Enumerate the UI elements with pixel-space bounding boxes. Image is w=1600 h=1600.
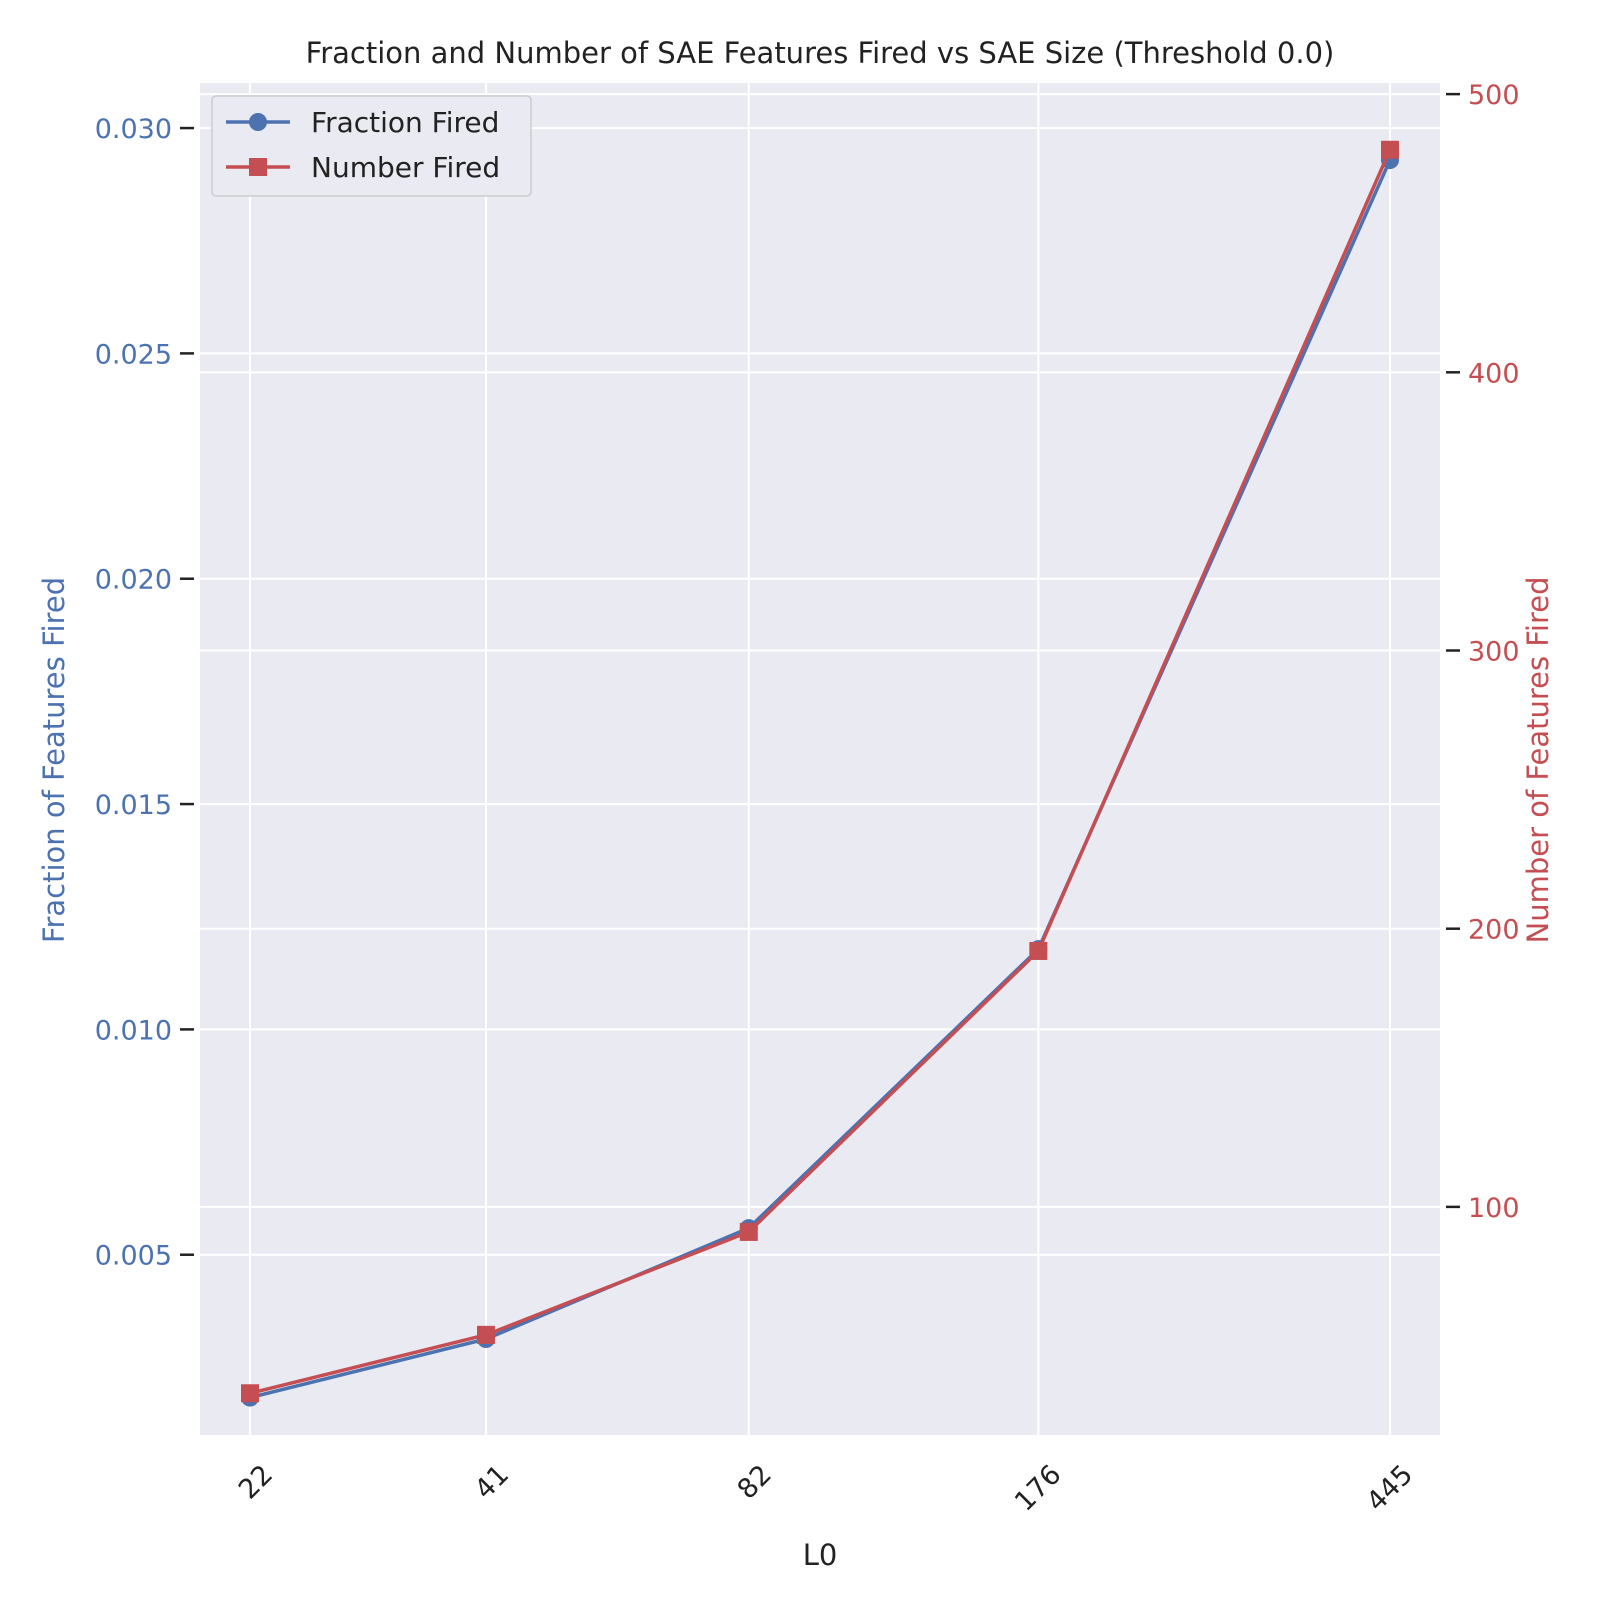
legend-entry: Number Fired	[226, 151, 500, 184]
data-point-square	[1381, 140, 1399, 159]
legend-label: Number Fired	[311, 151, 500, 184]
series-layer	[241, 140, 1399, 1407]
x-tick-label: 82	[732, 1459, 778, 1505]
data-point-square	[1029, 941, 1048, 960]
data-point-square	[241, 1384, 259, 1403]
data-point-square	[477, 1325, 496, 1344]
chart-title: Fraction and Number of SAE Features Fire…	[306, 36, 1335, 70]
right-tick-label: 500	[1468, 80, 1520, 111]
left-tick-label: 0.020	[95, 565, 172, 596]
x-tick-label: 176	[1009, 1459, 1067, 1517]
left-tick-label: 0.030	[95, 114, 172, 145]
right-axis-label: Number of Features Fired	[1521, 577, 1555, 944]
legend-entry: Fraction Fired	[226, 106, 499, 139]
plot-background	[200, 83, 1440, 1435]
legend-marker-square	[249, 158, 267, 176]
series-number-fired	[241, 140, 1399, 1403]
legend: Fraction Fired Number Fired	[211, 95, 532, 197]
x-gridlines	[249, 83, 1391, 1435]
left-tick-label: 0.010	[95, 1015, 172, 1046]
left-tick-label: 0.015	[95, 790, 172, 821]
x-tick-label: 41	[469, 1459, 515, 1505]
left-axis: 0.005 0.010 0.015 0.020 0.025 0.030	[95, 114, 194, 1272]
right-tick-label: 300	[1468, 637, 1520, 668]
x-tick-label: 445	[1361, 1459, 1419, 1517]
right-tick-label: 200	[1468, 915, 1520, 946]
legend-marker-circle	[249, 113, 267, 131]
legend-box	[211, 95, 532, 197]
x-tick-label: 22	[233, 1459, 279, 1505]
x-axis-label: L0	[803, 1538, 838, 1572]
right-tick-label: 100	[1468, 1193, 1520, 1224]
left-axis-label: Fraction of Features Fired	[37, 577, 71, 943]
right-tick-label: 400	[1468, 358, 1520, 389]
right-gridlines	[200, 93, 1440, 1208]
right-axis: 100 200 300 400 500	[1446, 80, 1520, 1224]
left-tick-label: 0.025	[95, 339, 172, 370]
left-tick-label: 0.005	[95, 1241, 172, 1272]
legend-label: Fraction Fired	[311, 106, 499, 139]
data-point-square	[739, 1222, 758, 1241]
x-axis: 22 41 82 176 445	[233, 1459, 1419, 1517]
